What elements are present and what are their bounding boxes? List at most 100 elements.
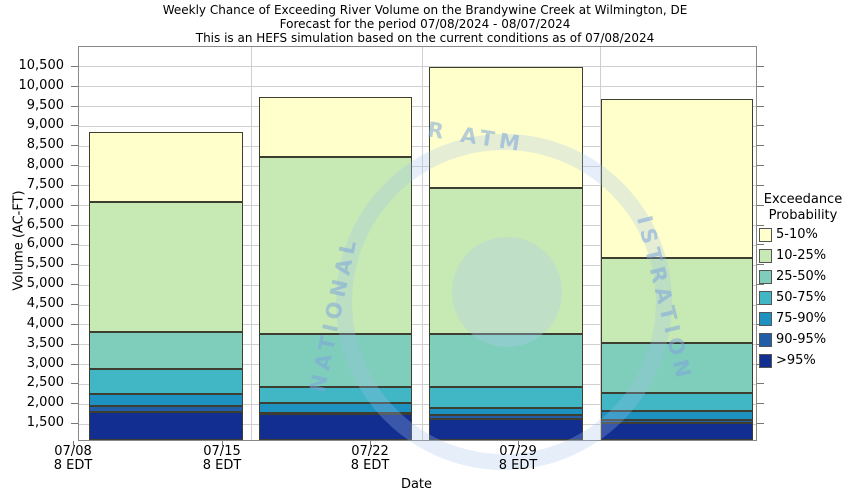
segment-5075 bbox=[601, 392, 753, 411]
x-tick bbox=[73, 441, 74, 446]
y-tick bbox=[71, 85, 78, 87]
x-tick-time-label: 8 EDT bbox=[202, 458, 242, 473]
legend-swatch bbox=[759, 248, 772, 263]
h-gridline bbox=[79, 364, 756, 366]
legend-item-label: 25-50% bbox=[776, 269, 827, 284]
legend-item: 90-95% bbox=[756, 329, 850, 350]
h-gridline bbox=[79, 66, 756, 68]
segment-9095 bbox=[89, 406, 243, 413]
y-tick bbox=[71, 105, 78, 107]
segment-510 bbox=[259, 96, 412, 158]
legend-title-line2: Probability bbox=[768, 208, 838, 223]
segment-2550 bbox=[259, 333, 412, 388]
legend-item: 50-75% bbox=[756, 287, 850, 308]
v-gridline bbox=[251, 47, 252, 440]
y-tick-right bbox=[757, 204, 764, 206]
x-tick-time-label: 8 EDT bbox=[498, 458, 538, 473]
legend-item: 5-10% bbox=[756, 224, 850, 245]
segment-5075 bbox=[429, 387, 583, 409]
h-gridline bbox=[79, 244, 756, 246]
h-gridline bbox=[79, 205, 756, 207]
legend: Exceedance Probability 5-10% 10-25% 25-50%… bbox=[756, 192, 850, 371]
y-tick-label: 7,000 bbox=[26, 196, 64, 212]
y-tick-right bbox=[757, 65, 764, 67]
y-tick bbox=[71, 125, 78, 127]
y-tick-label: 8,000 bbox=[26, 157, 64, 173]
chart-subtitle-period: Forecast for the period 07/08/2024 - 08/… bbox=[279, 17, 571, 31]
y-tick-label: 2,500 bbox=[26, 375, 64, 391]
plot-area: R ATM NATIONAL ISTRATION bbox=[78, 46, 757, 470]
segment-510 bbox=[601, 98, 753, 258]
chart-title: Weekly Chance of Exceeding River Volume … bbox=[162, 3, 688, 17]
bar bbox=[259, 47, 412, 440]
segment-9095 bbox=[429, 414, 583, 419]
bar bbox=[89, 47, 243, 440]
segment-7590 bbox=[89, 394, 243, 407]
legend-swatch bbox=[759, 353, 772, 368]
legend-item: 75-90% bbox=[756, 308, 850, 329]
y-tick-right bbox=[757, 264, 764, 266]
y-tick bbox=[71, 204, 78, 206]
segment-7590 bbox=[601, 410, 753, 421]
y-tick-label: 8,500 bbox=[26, 137, 64, 153]
y-tick bbox=[71, 145, 78, 147]
legend-item-label: 10-25% bbox=[776, 248, 827, 263]
h-gridline bbox=[79, 403, 756, 405]
y-tick-right bbox=[757, 244, 764, 246]
x-axis-label: Date bbox=[400, 477, 433, 492]
segment-95 bbox=[429, 418, 583, 440]
segment-2550 bbox=[89, 332, 243, 369]
chart-subtitle-simulation: This is an HEFS simulation based on the … bbox=[195, 31, 655, 45]
y-tick bbox=[71, 224, 78, 226]
y-tick bbox=[71, 363, 78, 365]
h-gridline bbox=[79, 86, 756, 88]
y-tick-label: 9,500 bbox=[26, 97, 64, 113]
y-tick bbox=[71, 343, 78, 345]
x-tick-date-label: 07/15 bbox=[203, 444, 241, 459]
segment-7590 bbox=[429, 408, 583, 415]
y-tick-label: 2,000 bbox=[26, 395, 64, 411]
h-gridline bbox=[79, 284, 756, 286]
legend-item: 10-25% bbox=[756, 245, 850, 266]
h-gridline bbox=[79, 383, 756, 385]
y-tick-label: 5,500 bbox=[26, 256, 64, 272]
x-tick bbox=[370, 441, 371, 446]
segment-1025 bbox=[601, 257, 753, 344]
legend-item-label: 90-95% bbox=[776, 332, 827, 347]
legend-swatch bbox=[759, 227, 772, 242]
segment-5075 bbox=[259, 387, 412, 403]
h-gridline bbox=[79, 125, 756, 127]
y-tick-label: 9,000 bbox=[26, 117, 64, 133]
legend-swatch bbox=[759, 290, 772, 305]
y-tick-label: 7,500 bbox=[26, 176, 64, 192]
x-tick-date-label: 07/22 bbox=[351, 444, 389, 459]
segment-510 bbox=[89, 132, 243, 202]
y-tick-label: 5,000 bbox=[26, 276, 64, 292]
segment-510 bbox=[429, 66, 583, 188]
y-tick-label: 3,000 bbox=[26, 355, 64, 371]
h-gridline bbox=[79, 304, 756, 306]
h-gridline bbox=[79, 106, 756, 108]
segment-1025 bbox=[429, 187, 583, 334]
x-tick-date-label: 07/08 bbox=[54, 444, 92, 459]
segment-9095 bbox=[259, 412, 412, 415]
segment-5075 bbox=[89, 368, 243, 395]
segment-2550 bbox=[429, 334, 583, 388]
segment-9095 bbox=[601, 420, 753, 423]
h-gridline bbox=[79, 344, 756, 346]
y-tick-right bbox=[757, 383, 764, 385]
y-tick-label: 10,000 bbox=[18, 77, 65, 93]
v-gridline bbox=[600, 47, 601, 440]
y-tick-right bbox=[757, 184, 764, 186]
y-tick bbox=[71, 304, 78, 306]
y-tick-right bbox=[757, 224, 764, 226]
y-tick bbox=[71, 65, 78, 67]
h-gridline bbox=[79, 145, 756, 147]
y-tick-right bbox=[757, 284, 764, 286]
h-gridline bbox=[79, 165, 756, 167]
segment-95 bbox=[89, 412, 243, 440]
y-tick bbox=[71, 284, 78, 286]
segment-1025 bbox=[259, 157, 412, 334]
y-tick bbox=[71, 423, 78, 425]
